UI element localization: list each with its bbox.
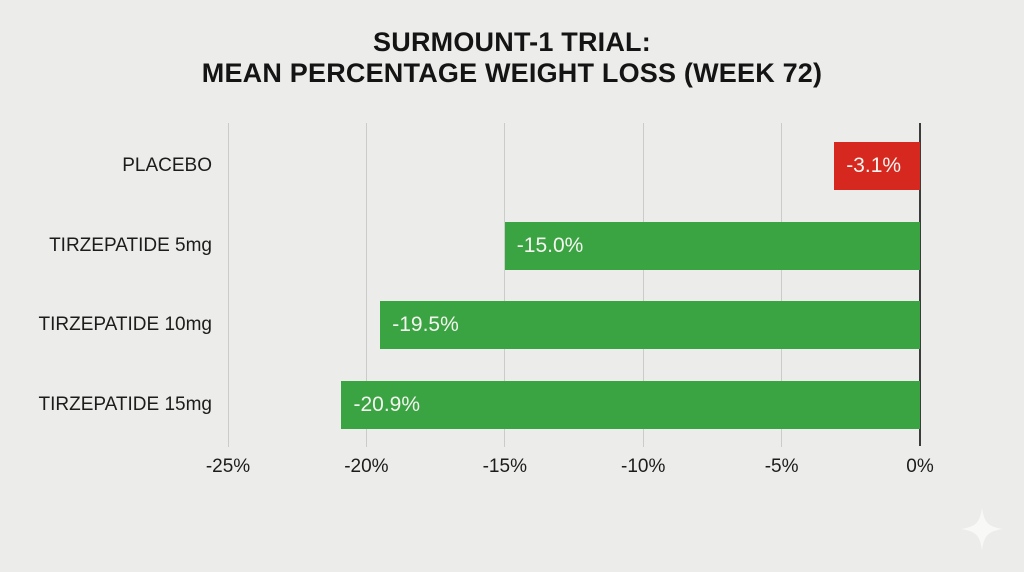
- x-tick-label: -15%: [482, 456, 527, 477]
- gridline: [365, 123, 367, 447]
- x-tick-label: 0%: [906, 456, 934, 477]
- chart-title-line2: MEAN PERCENTAGE WEIGHT LOSS (WEEK 72): [201, 58, 823, 88]
- chart-title-line1: SURMOUNT-1 TRIAL:: [373, 27, 651, 57]
- gridline: [781, 123, 783, 447]
- bar-value-label: -20.9%: [353, 393, 421, 417]
- category-label: TIRZEPATIDE 5mg: [49, 234, 212, 256]
- bar-placebo: -3.1%: [834, 142, 920, 190]
- zero-axis-line: [919, 123, 921, 446]
- x-tick-label: -20%: [344, 456, 389, 477]
- category-label: TIRZEPATIDE 10mg: [38, 314, 213, 336]
- sparkle-icon: [960, 507, 1004, 551]
- gridline: [227, 123, 229, 447]
- gridline: [504, 123, 506, 447]
- chart-title: SURMOUNT-1 TRIAL: MEAN PERCENTAGE WEIGHT…: [0, 27, 1024, 89]
- x-tick-label: -5%: [764, 456, 799, 477]
- x-tick-label: -10%: [621, 456, 666, 477]
- category-label: PLACEBO: [122, 155, 212, 176]
- bar-tirzepatide-10mg: -19.5%: [380, 301, 920, 350]
- category-label: TIRZEPATIDE 15mg: [38, 394, 213, 416]
- bar-value-label: -19.5%: [392, 313, 459, 337]
- bar-tirzepatide-5mg: -15.0%: [504, 221, 920, 270]
- x-tick-label: -25%: [205, 456, 251, 477]
- gridline: [642, 123, 644, 447]
- bar-tirzepatide-15mg: -20.9%: [341, 381, 920, 430]
- bar-value-label: -3.1%: [846, 154, 902, 177]
- bar-value-label: -15.0%: [516, 233, 584, 257]
